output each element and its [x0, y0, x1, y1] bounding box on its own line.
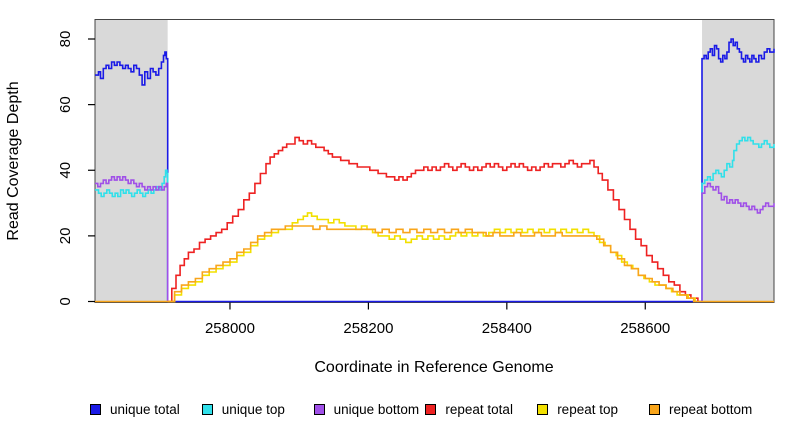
- series-line-unique-bottom: [701, 182, 775, 302]
- chart-canvas: 258000 258200 258400 258600 0 20 40 60 80 Read C…: [5, 19, 775, 376]
- y-axis-label: Read Coverage Depth: [5, 81, 22, 240]
- y-tick-label: 20: [57, 228, 74, 245]
- legend-label: unique total: [110, 401, 180, 417]
- series-line-unique-bottom: [95, 176, 169, 302]
- shaded-region: [702, 20, 774, 302]
- y-tick-label: 60: [57, 96, 74, 113]
- legend-item-unique-total: unique total: [90, 399, 180, 419]
- shaded-region: [95, 20, 168, 302]
- legend-swatch-icon: [201, 403, 213, 415]
- legend-label: repeat bottom: [669, 401, 753, 417]
- legend-swatch-icon: [537, 403, 549, 415]
- legend-swatch-icon: [313, 403, 325, 415]
- x-tick-label: 258600: [620, 320, 670, 337]
- series-layer: [95, 38, 775, 303]
- x-tick-label: 258000: [205, 320, 255, 337]
- legend-swatch-icon: [90, 403, 101, 415]
- series-line-unique-total: [95, 38, 775, 303]
- plot-border: [94, 19, 775, 303]
- legend-swatch-icon: [425, 403, 437, 415]
- y-tick-label: 40: [57, 162, 74, 179]
- legend-item-unique-top: unique top: [201, 399, 285, 419]
- legend-item-repeat-top: repeat top: [537, 399, 618, 419]
- legend-item-unique-bottom: unique bottom: [313, 399, 420, 419]
- axes-layer: 258000 258200 258400 258600 0 20 40 60 80: [57, 19, 775, 337]
- series-line-repeat-total: [167, 136, 699, 303]
- legend-label: repeat top: [557, 401, 618, 417]
- legend-label: repeat total: [445, 401, 513, 417]
- legend-label: unique bottom: [333, 401, 420, 417]
- series-line-repeat-bottom: [95, 225, 774, 303]
- x-tick-label: 258400: [482, 320, 532, 337]
- legend: unique total unique top unique bottom repea…: [0, 399, 792, 421]
- legend-label: unique top: [221, 401, 285, 417]
- legend-item-repeat-total: repeat total: [425, 399, 513, 419]
- series-line-unique-top: [701, 136, 775, 302]
- series-line-repeat-top: [167, 212, 696, 303]
- x-axis-label: Coordinate in Reference Genome: [314, 359, 553, 376]
- x-tick-label: 258200: [343, 320, 393, 337]
- legend-swatch-icon: [649, 403, 660, 415]
- shaded-bands-layer: [95, 20, 774, 302]
- y-tick-label: 80: [57, 31, 74, 48]
- legend-item-repeat-bottom: repeat bottom: [649, 399, 752, 419]
- y-tick-label: 0: [57, 297, 74, 305]
